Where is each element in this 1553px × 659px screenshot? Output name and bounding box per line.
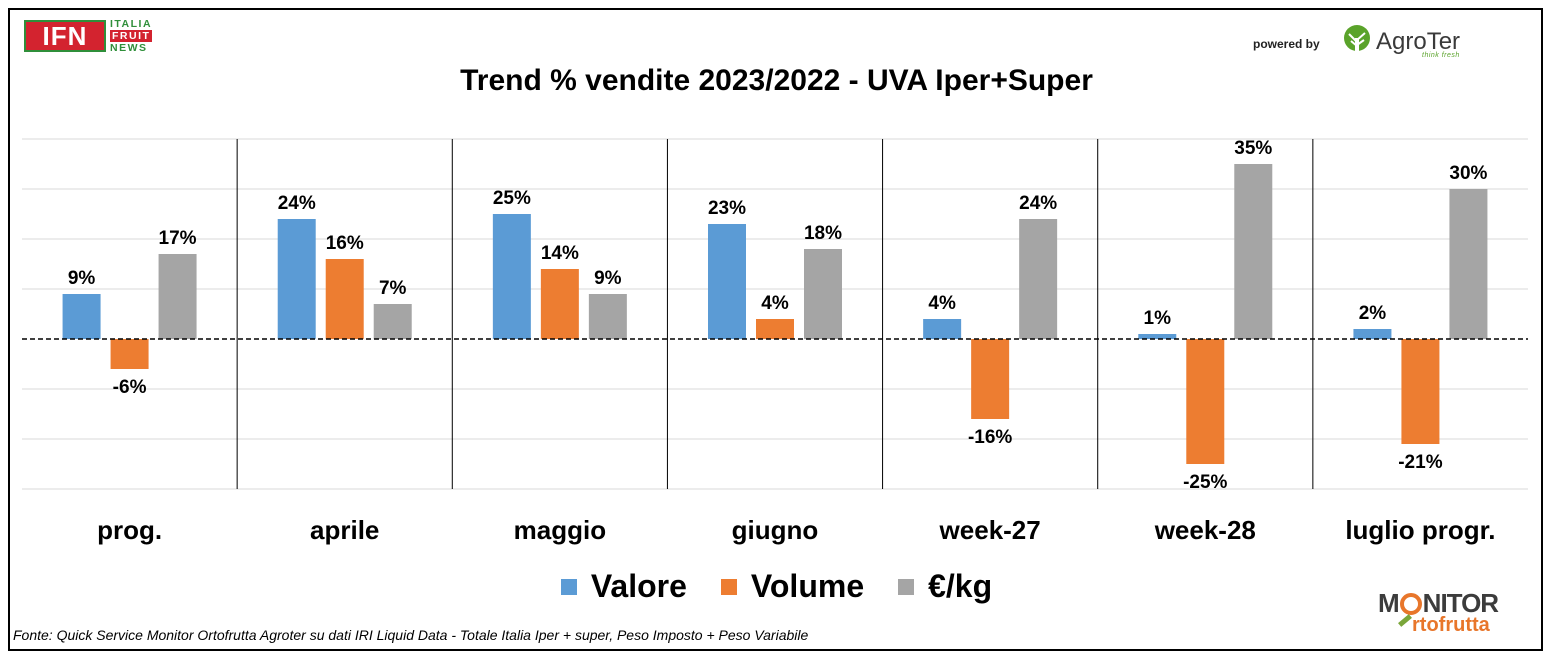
bar-valore-2 — [492, 214, 531, 339]
data-label: 35% — [1234, 138, 1272, 159]
agroter-tagline: think fresh — [1422, 52, 1460, 59]
bar-kg-5 — [1234, 164, 1273, 339]
data-label: 7% — [379, 278, 407, 299]
data-label: 25% — [493, 188, 531, 209]
data-label: 23% — [708, 198, 746, 219]
category-label: week-28 — [1154, 515, 1256, 545]
data-label: 2% — [1359, 303, 1387, 324]
legend-label-volume: Volume — [750, 568, 865, 604]
data-label: -16% — [968, 427, 1012, 448]
category-label: luglio progr. — [1345, 515, 1495, 545]
data-label: 4% — [928, 293, 956, 314]
bar-volume-5 — [1186, 339, 1225, 464]
bar-volume-6 — [1401, 339, 1440, 444]
category-label: aprile — [310, 515, 379, 545]
data-label: 1% — [1144, 308, 1172, 329]
ifn-logo: IFN ITALIA FRUIT NEWS — [24, 18, 174, 54]
ifn-logo-word-italia: ITALIA — [110, 18, 153, 30]
tree-icon — [1344, 25, 1370, 56]
data-label: 30% — [1449, 163, 1487, 184]
monitor-word: M NITOR — [1378, 588, 1499, 619]
legend-item-valore: Valore — [560, 568, 687, 605]
data-label: 18% — [804, 223, 842, 244]
data-label: 14% — [541, 243, 579, 264]
legend-label-valore: Valore — [590, 568, 687, 604]
data-label: 16% — [326, 233, 364, 254]
bar-valore-5 — [1138, 334, 1177, 339]
legend-label-prezzo: €/kg — [928, 568, 993, 604]
magnifier-icon — [1399, 593, 1422, 615]
category-label: prog. — [97, 515, 162, 545]
chart-legend: Valore Volume €/kg — [0, 568, 1553, 605]
ifn-logo-letters: IFN — [24, 20, 106, 52]
ifn-logo-words: ITALIA FRUIT NEWS — [110, 18, 170, 54]
bar-volume-3 — [756, 319, 794, 339]
category-label: giugno — [732, 515, 819, 545]
legend-swatch-valore — [560, 578, 577, 595]
agroter-name: AgroTer — [1376, 28, 1461, 55]
bar-valore-1 — [277, 219, 316, 339]
bar-kg-4 — [1019, 219, 1058, 339]
bar-volume-4 — [971, 339, 1010, 419]
ortofrutta-word: rtofrutta — [1412, 614, 1490, 636]
monitor-word-m: M — [1378, 588, 1400, 618]
bar-kg-1 — [373, 304, 412, 339]
bar-valore-4 — [923, 319, 962, 339]
legend-item-volume: Volume — [720, 568, 865, 605]
powered-by-text: powered by — [1253, 37, 1320, 51]
data-label: 9% — [594, 268, 622, 289]
bar-kg-3 — [804, 249, 842, 339]
ifn-logo-word-fruit: FRUIT — [110, 30, 153, 42]
bar-kg-6 — [1449, 189, 1488, 339]
data-label: -21% — [1398, 452, 1442, 473]
bar-kg-2 — [588, 294, 627, 339]
data-label: -6% — [113, 377, 147, 398]
category-label: maggio — [514, 515, 606, 545]
bar-valore-0 — [62, 294, 101, 339]
bar-kg-0 — [158, 254, 197, 339]
data-label: 24% — [1019, 193, 1057, 214]
chart-title: Trend % vendite 2023/2022 - UVA Iper+Sup… — [460, 64, 1093, 97]
monitor-word-rest: NITOR — [1422, 588, 1499, 618]
agroter-logo: AgroTer think fresh — [1340, 24, 1470, 60]
bar-valore-6 — [1353, 329, 1392, 339]
category-label: week-27 — [939, 515, 1041, 545]
legend-swatch-prezzo — [898, 578, 915, 595]
ifn-logo-word-news: NEWS — [110, 42, 148, 54]
source-note: Fonte: Quick Service Monitor Ortofrutta … — [13, 627, 809, 643]
bar-volume-0 — [110, 339, 149, 369]
monitor-ortofrutta-logo: M NITOR rtofrutta — [1378, 588, 1538, 640]
data-label: 24% — [278, 193, 316, 214]
legend-item-prezzo: €/kg — [898, 568, 992, 605]
legend-swatch-volume — [720, 578, 737, 595]
bar-volume-2 — [540, 269, 579, 339]
data-label: -25% — [1183, 472, 1227, 493]
data-label: 4% — [761, 293, 789, 314]
data-label: 9% — [68, 268, 96, 289]
data-label: 17% — [159, 228, 197, 249]
bar-volume-1 — [325, 259, 364, 339]
bar-valore-3 — [708, 224, 746, 339]
